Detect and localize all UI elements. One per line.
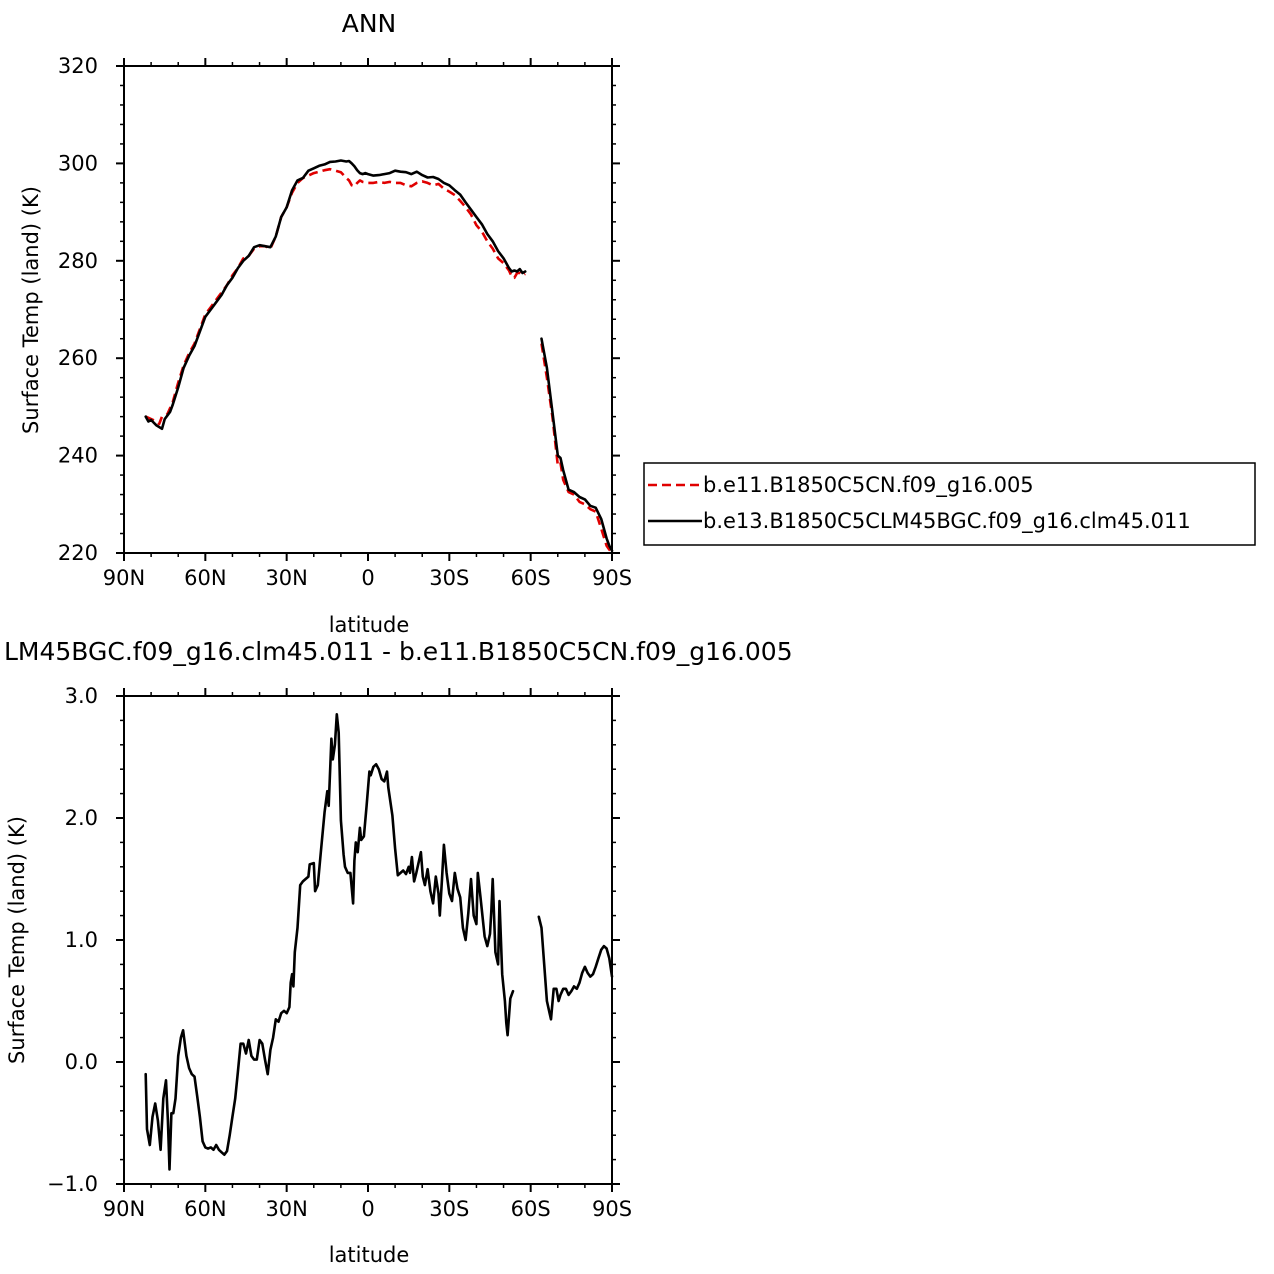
top-y-axis-label: Surface Temp (land) (K) bbox=[19, 186, 43, 434]
legend-label-series-1: b.e11.B1850C5CN.f09_g16.005 bbox=[703, 473, 1034, 498]
top-y-tick-label: 220 bbox=[58, 541, 98, 565]
top-chart-title: ANN bbox=[342, 9, 397, 38]
top-x-tick-label: 60S bbox=[511, 566, 551, 590]
bottom-series-1-line bbox=[537, 915, 614, 1021]
top-x-tick-label: 90N bbox=[103, 566, 145, 590]
bottom-y-tick-label: 0.0 bbox=[65, 1050, 98, 1074]
top-x-tick-label: 0 bbox=[361, 566, 374, 590]
bottom-y-axis-ticks: −1.0 0.0 1.0 2.0 3.0 bbox=[47, 684, 620, 1196]
legend: b.e11.B1850C5CN.f09_g16.005 b.e13.B1850C… bbox=[643, 462, 1256, 546]
bottom-plot-area bbox=[144, 712, 614, 1171]
top-x-axis-label: latitude bbox=[329, 613, 410, 637]
bottom-x-axis-ticks: 90N 60N 30N 0 30S 60S 90S bbox=[103, 688, 632, 1221]
top-plot-area bbox=[144, 159, 614, 554]
top-x-tick-label: 30S bbox=[429, 566, 469, 590]
top-y-tick-label: 280 bbox=[58, 249, 98, 273]
bottom-x-tick-label: 90S bbox=[592, 1197, 632, 1221]
bottom-x-tick-label: 60S bbox=[511, 1197, 551, 1221]
legend-box bbox=[643, 462, 1256, 546]
top-series-2-line bbox=[540, 337, 614, 552]
bottom-x-axis-label: latitude bbox=[329, 1243, 410, 1267]
bottom-x-tick-label: 30N bbox=[265, 1197, 307, 1221]
bottom-y-tick-label: 2.0 bbox=[65, 806, 98, 830]
top-x-tick-label: 30N bbox=[265, 566, 307, 590]
bottom-x-tick-label: 30S bbox=[429, 1197, 469, 1221]
top-y-tick-label: 300 bbox=[58, 151, 98, 175]
bottom-y-axis-label: Surface Temp (land) (K) bbox=[5, 816, 29, 1064]
top-y-axis-ticks: 220 240 260 280 300 320 bbox=[58, 54, 620, 565]
top-x-axis-ticks: 90N 60N 30N 0 30S 60S 90S bbox=[103, 58, 632, 590]
top-y-tick-label: 240 bbox=[58, 444, 98, 468]
bottom-x-tick-label: 90N bbox=[103, 1197, 145, 1221]
bottom-x-tick-label: 0 bbox=[361, 1197, 374, 1221]
bottom-plot-frame bbox=[123, 695, 613, 1185]
legend-label-series-2: b.e13.B1850C5CLM45BGC.f09_g16.clm45.011 bbox=[703, 509, 1191, 534]
bottom-chart-panel: LM45BGC.f09_g16.clm45.011 - b.e11.B1850C… bbox=[4, 637, 793, 1267]
top-chart-panel: ANN 90N 60N 30N 0 30S 60S 90S 220 240 260 280 300 3… bbox=[19, 9, 1256, 637]
top-series-1-line bbox=[145, 167, 526, 426]
top-x-tick-label: 60N bbox=[184, 566, 226, 590]
top-y-tick-label: 320 bbox=[58, 54, 98, 78]
bottom-chart-title: LM45BGC.f09_g16.clm45.011 - b.e11.B1850C… bbox=[4, 637, 793, 666]
bottom-x-tick-label: 60N bbox=[184, 1197, 226, 1221]
top-series-2-line bbox=[144, 159, 527, 431]
bottom-y-tick-label: 1.0 bbox=[65, 928, 98, 952]
top-plot-frame bbox=[123, 65, 613, 554]
top-x-tick-label: 90S bbox=[592, 566, 632, 590]
bottom-series-1-line bbox=[144, 712, 515, 1171]
bottom-y-tick-label: −1.0 bbox=[47, 1172, 98, 1196]
top-y-tick-label: 260 bbox=[58, 346, 98, 370]
bottom-y-tick-label: 3.0 bbox=[65, 684, 98, 708]
